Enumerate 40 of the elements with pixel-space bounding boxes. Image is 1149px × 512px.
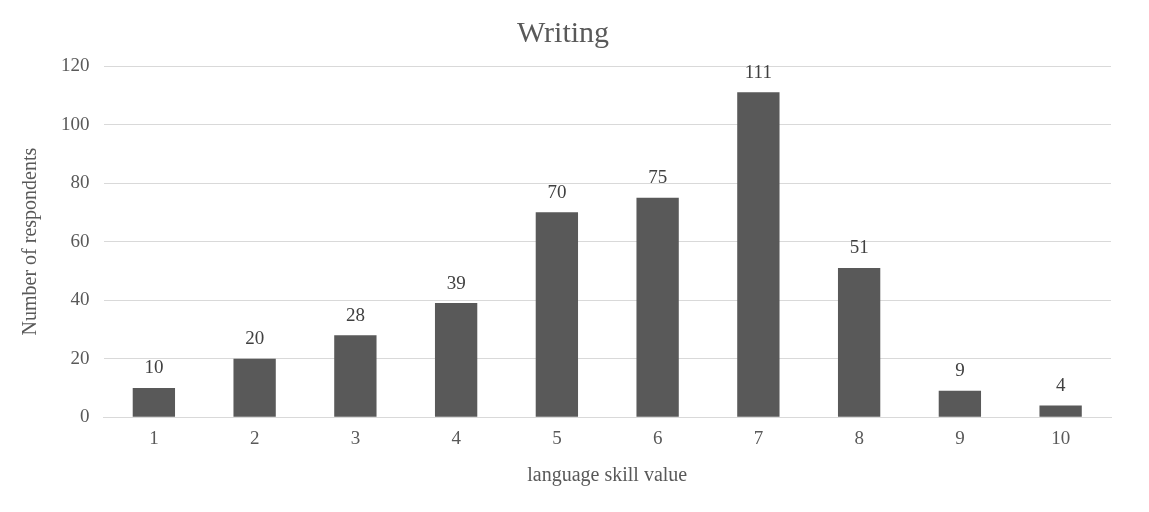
x-tick-label: 3: [350, 426, 361, 448]
data-label: 39: [446, 271, 466, 293]
y-tick-label: 60: [70, 229, 90, 251]
data-label: 9: [955, 359, 965, 381]
bar: [334, 335, 377, 417]
y-tick-label: 0: [80, 405, 90, 427]
x-tick-label: 5: [552, 426, 562, 448]
bar: [938, 390, 982, 417]
bar: [434, 303, 478, 417]
chart-title: Writing: [516, 14, 610, 48]
x-tick-label: 6: [652, 426, 663, 448]
data-label: 20: [245, 327, 265, 349]
bar: [233, 358, 276, 417]
bar: [837, 267, 881, 417]
y-tick-label: 100: [61, 112, 90, 134]
bar: [737, 92, 780, 417]
bar: [636, 197, 679, 417]
x-axis-title: language skill value: [527, 463, 688, 487]
y-tick-label: 120: [61, 53, 90, 75]
y-tick-label: 40: [70, 288, 90, 310]
data-label: 4: [1055, 373, 1066, 395]
data-label: 51: [849, 236, 869, 258]
y-tick-label: 80: [70, 171, 90, 193]
data-label: 10: [144, 356, 164, 378]
x-tick-label: 4: [451, 426, 462, 448]
bar: [132, 387, 176, 417]
data-label: 111: [744, 60, 772, 82]
bar: [535, 212, 579, 417]
x-tick-label: 1: [149, 426, 159, 448]
x-tick-label: 2: [249, 426, 260, 448]
x-tick-label: 8: [854, 426, 864, 448]
data-label: 75: [648, 166, 668, 188]
x-tick-label: 10: [1051, 426, 1071, 448]
y-tick-label: 20: [70, 346, 90, 368]
y-axis-title: Number of respondents: [18, 147, 42, 336]
x-tick-label: 9: [955, 426, 965, 448]
data-label: 70: [547, 180, 567, 202]
bar: [1039, 405, 1082, 417]
x-tick-label: 7: [753, 426, 764, 448]
data-label: 28: [345, 303, 365, 325]
